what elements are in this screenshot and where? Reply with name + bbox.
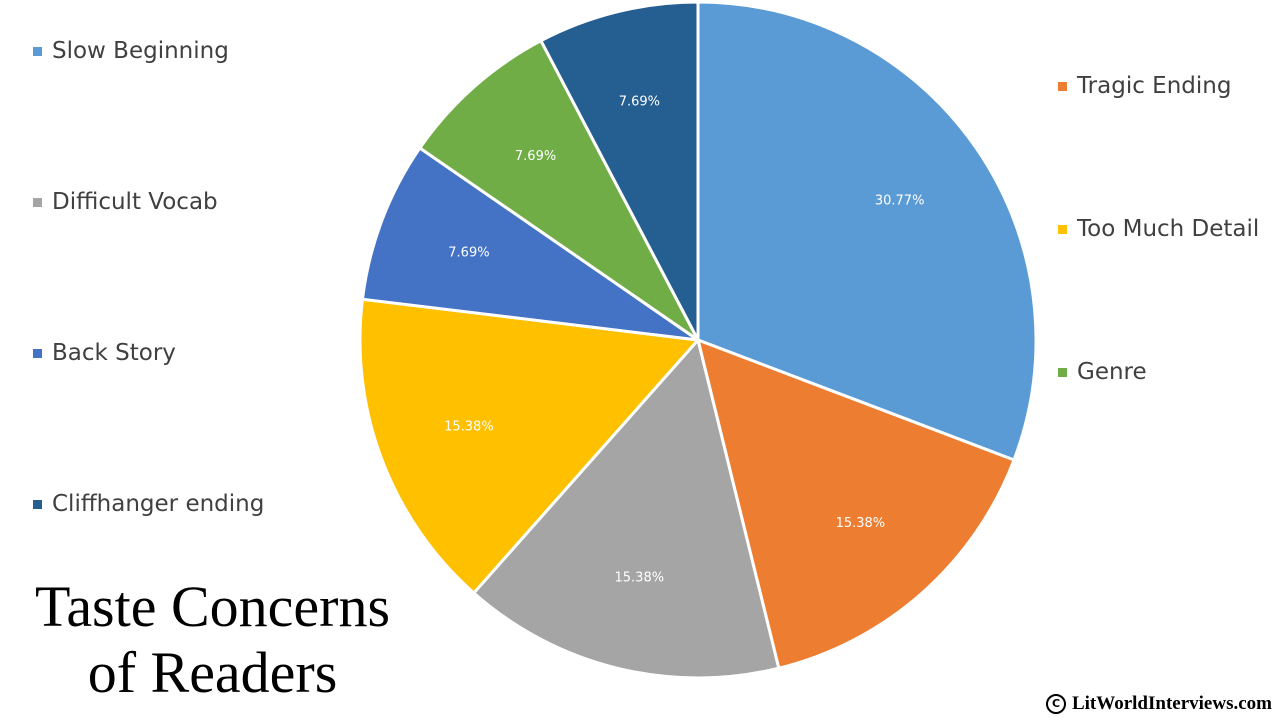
legend-item-difficult-vocab: Difficult Vocab xyxy=(33,189,218,215)
pie-slice-cliffhanger-ending xyxy=(539,0,700,342)
chart-title: Taste Concerns of Readers xyxy=(0,574,425,706)
legend-swatch xyxy=(33,197,42,207)
legend-item-tragic-ending: Tragic Ending xyxy=(1058,73,1231,99)
legend-item-cliffhanger-ending: Cliffhanger ending xyxy=(33,491,264,517)
chart-title-line-1: Taste Concerns xyxy=(34,574,391,639)
copyright-notice: C LitWorldInterviews.com xyxy=(1045,693,1272,715)
data-label-difficult-vocab: 15.38% xyxy=(615,570,665,585)
legend-item-too-much-detail: Too Much Detail xyxy=(1058,216,1259,242)
pie-slice-back-story xyxy=(360,146,700,342)
legend-item-back-story: Back Story xyxy=(33,340,176,366)
chart-title-line-2: of Readers xyxy=(87,640,338,705)
legend-item-slow-beginning: Slow Beginning xyxy=(33,38,229,64)
copyright-text: LitWorldInterviews.com xyxy=(1071,693,1272,714)
legend-label: Back Story xyxy=(52,340,176,366)
data-label-genre: 7.69% xyxy=(515,149,556,164)
pie-slice-too-much-detail xyxy=(358,297,700,595)
legend-swatch xyxy=(1058,367,1067,377)
pie-slice-slow-beginning xyxy=(696,0,1038,462)
data-label-tragic-ending: 15.38% xyxy=(836,516,886,531)
legend-item-genre: Genre xyxy=(1058,359,1147,385)
legend-swatch xyxy=(1058,81,1067,91)
legend-label: Cliffhanger ending xyxy=(52,491,265,517)
legend-label: Tragic Ending xyxy=(1077,73,1232,99)
data-label-too-much-detail: 15.38% xyxy=(444,419,494,434)
legend-label: Difficult Vocab xyxy=(52,189,218,215)
pie-data-labels: 30.77% 15.38% 15.38% 15.38% 7.69% 7.69% 7.69% xyxy=(444,95,924,586)
data-label-cliffhanger-ending: 7.69% xyxy=(619,95,660,110)
copyright-icon: C xyxy=(1045,694,1066,714)
legend-swatch xyxy=(33,46,42,56)
legend-swatch xyxy=(33,499,42,509)
legend-label: Too Much Detail xyxy=(1077,216,1260,242)
pie-slice-difficult-vocab xyxy=(472,338,781,680)
legend-swatch xyxy=(33,348,42,358)
pie-slices xyxy=(358,0,1038,680)
data-label-slow-beginning: 30.77% xyxy=(875,193,925,208)
pie-slice-tragic-ending xyxy=(696,338,1016,670)
legend-label: Genre xyxy=(1077,359,1147,385)
data-label-back-story: 7.69% xyxy=(448,246,489,261)
legend-swatch xyxy=(1058,224,1067,234)
legend-label: Slow Beginning xyxy=(52,38,229,64)
pie-slice-genre xyxy=(418,39,700,342)
